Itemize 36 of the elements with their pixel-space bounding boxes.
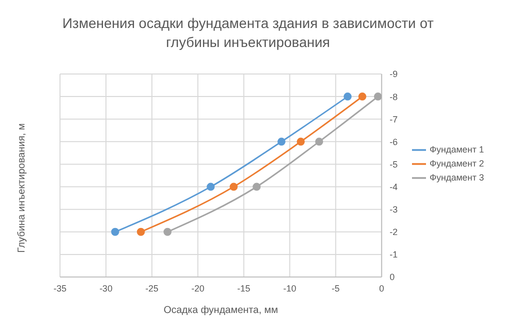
y-tick-label: -2 xyxy=(390,227,398,238)
y-tick-label: -7 xyxy=(390,114,398,124)
x-tick-label: -10 xyxy=(283,283,296,294)
point xyxy=(206,182,215,191)
legend-label: Фундамент 3 xyxy=(430,172,484,182)
y-tick-label: 0 xyxy=(390,272,395,282)
y-tick-label: -8 xyxy=(390,92,398,102)
legend-label: Фундамент 2 xyxy=(430,158,484,168)
point xyxy=(374,92,382,101)
y-tick-label: -3 xyxy=(390,204,398,215)
x-tick-label: 0 xyxy=(379,283,384,294)
y-tick-label: -4 xyxy=(390,182,398,192)
point xyxy=(230,182,238,191)
x-tick-label: -20 xyxy=(191,283,204,294)
x-tick-label: -25 xyxy=(145,283,158,294)
y-tick-label: -1 xyxy=(390,250,398,260)
point xyxy=(358,92,366,101)
point xyxy=(111,228,120,236)
y-tick-label: -6 xyxy=(390,136,398,147)
y-tick-label: -5 xyxy=(390,159,398,170)
x-tick-label: -35 xyxy=(53,283,67,294)
point xyxy=(164,228,172,236)
y-axis-title: Глубина инъектирования, м xyxy=(16,123,28,253)
point xyxy=(277,138,286,146)
point xyxy=(136,228,145,236)
x-axis-title: Осадка фундамента, мм xyxy=(164,305,278,316)
y-tick-label: -9 xyxy=(390,69,398,80)
legend-label: Фундамент 1 xyxy=(430,144,484,154)
point xyxy=(252,182,261,191)
point xyxy=(296,138,305,146)
chart-title: Изменения осадки фундамента здания в зависимости от глубины инъектирования xyxy=(61,14,435,52)
x-tick-label: -5 xyxy=(332,283,340,294)
point xyxy=(344,92,352,101)
point xyxy=(315,138,324,146)
x-tick-label: -30 xyxy=(99,283,112,294)
x-tick-label: -15 xyxy=(237,283,250,294)
